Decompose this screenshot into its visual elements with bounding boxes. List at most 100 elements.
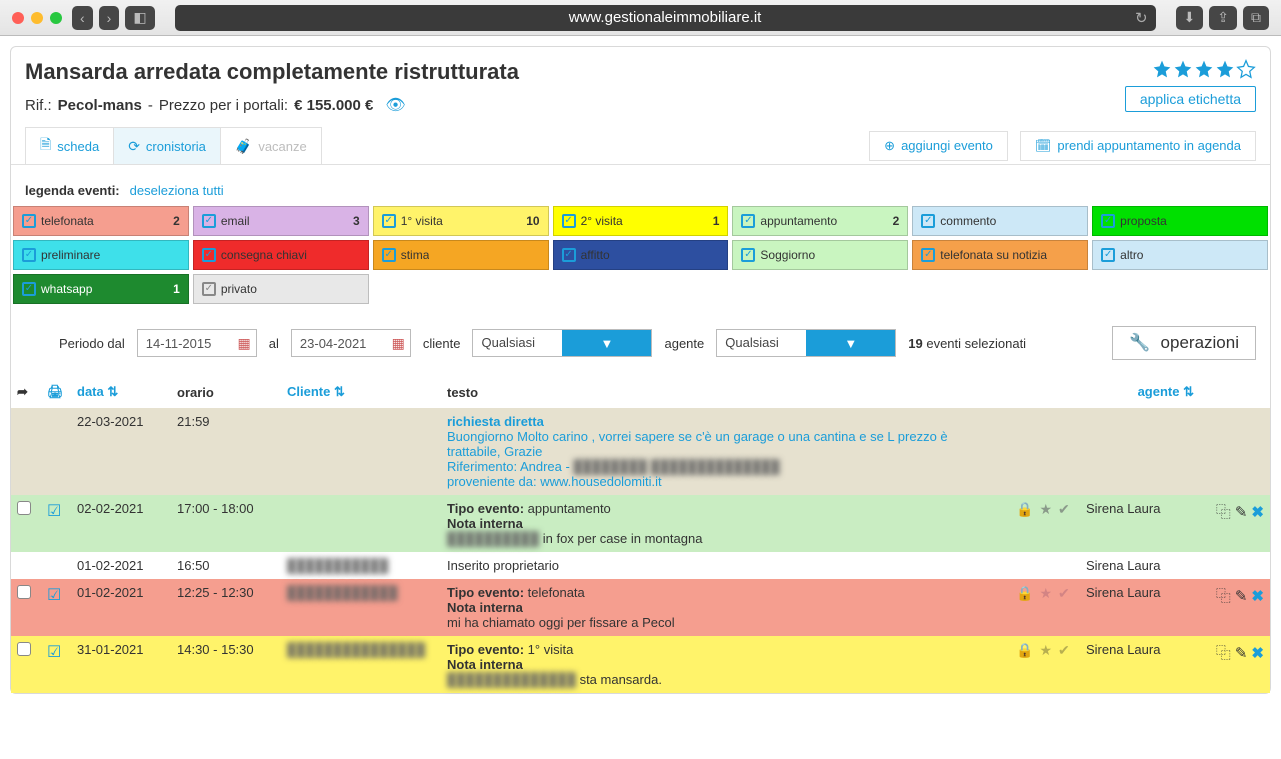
- nota-text: ██████████████ sta mansarda.: [447, 672, 1004, 687]
- chevron-down-icon: ▼: [806, 330, 895, 356]
- lock-icon[interactable]: 🔒: [1016, 585, 1033, 602]
- rating-stars[interactable]: [1152, 59, 1256, 79]
- legend-chip[interactable]: ✓commento: [912, 206, 1088, 236]
- delete-icon[interactable]: ✖: [1251, 503, 1264, 521]
- edit-icon[interactable]: ✎: [1235, 503, 1248, 521]
- lock-icon[interactable]: 🔒: [1016, 642, 1033, 659]
- check-icon[interactable]: ✔: [1058, 585, 1070, 602]
- tab-scheda[interactable]: 🗎scheda: [25, 127, 114, 164]
- star-icon[interactable]: ★: [1039, 585, 1052, 602]
- star-icon[interactable]: ★: [1039, 501, 1052, 518]
- lock-icon[interactable]: 🔒: [1016, 501, 1033, 518]
- legend-chip[interactable]: ✓whatsapp1: [13, 274, 189, 304]
- request-title[interactable]: richiesta diretta: [447, 414, 1004, 429]
- row-status-icons: 🔒 ★ ✔: [1016, 501, 1074, 518]
- legend-chip[interactable]: ✓preliminare: [13, 240, 189, 270]
- operations-button[interactable]: 🔧operazioni: [1112, 326, 1256, 360]
- chip-label: telefonata su notizia: [940, 248, 1047, 262]
- apply-label-button[interactable]: applica etichetta: [1125, 86, 1256, 112]
- minimize-window-icon[interactable]: [31, 12, 43, 24]
- calendar-icon: 🗓: [1035, 138, 1052, 154]
- zoom-window-icon[interactable]: [50, 12, 62, 24]
- browser-chrome: ‹ › ◧ www.gestionaleimmobiliare.it ↻ ⬇ ⇪…: [0, 0, 1281, 36]
- row-checkbox[interactable]: [17, 642, 31, 656]
- back-button[interactable]: ‹: [72, 6, 93, 30]
- legend-chip[interactable]: ✓2° visita1: [553, 206, 729, 236]
- checkbox-icon: ✓: [202, 282, 216, 296]
- legend-chip[interactable]: ✓appuntamento2: [732, 206, 908, 236]
- legend-chip[interactable]: ✓altro: [1092, 240, 1268, 270]
- row-select-icon[interactable]: ☑: [47, 503, 61, 520]
- calendar-icon[interactable]: ▦: [238, 335, 251, 352]
- downloads-button[interactable]: ⬇: [1176, 6, 1204, 30]
- cell-time: 21:59: [171, 408, 281, 495]
- col-orario: orario: [171, 376, 281, 408]
- delete-icon[interactable]: ✖: [1251, 644, 1264, 662]
- sidebar-button[interactable]: ◧: [125, 6, 154, 30]
- add-event-button[interactable]: ⊕aggiungi evento: [869, 131, 1008, 161]
- row-status-icons: 🔒 ★ ✔: [1016, 585, 1074, 602]
- check-icon[interactable]: ✔: [1058, 501, 1070, 518]
- legend-chip[interactable]: ✓email3: [193, 206, 369, 236]
- delete-icon[interactable]: ✖: [1251, 587, 1264, 605]
- client-select[interactable]: Qualsiasi▼: [472, 329, 652, 357]
- col-agente[interactable]: agente ⇅: [1080, 376, 1200, 408]
- sub-line: Rif.: Pecol-mans - Prezzo per i portali:…: [25, 95, 519, 115]
- copy-icon[interactable]: ⿻: [1216, 585, 1231, 606]
- copy-icon[interactable]: ⿻: [1216, 642, 1231, 663]
- col-testo: testo: [441, 376, 1010, 408]
- chip-label: affitto: [581, 248, 610, 262]
- legend-chip[interactable]: ✓privato: [193, 274, 369, 304]
- chip-label: commento: [940, 214, 996, 228]
- legend-chip[interactable]: ✓1° visita10: [373, 206, 549, 236]
- legend-chip[interactable]: ✓Soggiorno: [732, 240, 908, 270]
- request-line: Buongiorno Molto carino , vorrei sapere …: [447, 429, 1004, 459]
- edit-icon[interactable]: ✎: [1235, 587, 1248, 605]
- export-icon[interactable]: ➦: [17, 384, 28, 399]
- agent-select[interactable]: Qualsiasi▼: [716, 329, 896, 357]
- legend-chip[interactable]: ✓telefonata su notizia: [912, 240, 1088, 270]
- edit-icon[interactable]: ✎: [1235, 644, 1248, 662]
- legend-label: legenda eventi:: [25, 183, 120, 198]
- table-row: ☑31-01-202114:30 - 15:30███████████████T…: [11, 636, 1270, 693]
- legend-chip[interactable]: ✓affitto: [553, 240, 729, 270]
- legend-chip[interactable]: ✓stima: [373, 240, 549, 270]
- share-button[interactable]: ⇪: [1209, 6, 1237, 30]
- star-icon[interactable]: ★: [1039, 642, 1052, 659]
- checkbox-icon: ✓: [202, 214, 216, 228]
- sort-icon: ⇅: [1183, 384, 1194, 399]
- chevron-down-icon: ▼: [562, 330, 651, 356]
- chip-label: whatsapp: [41, 282, 92, 296]
- check-icon[interactable]: ✔: [1058, 642, 1070, 659]
- cell-client: ███████████████: [281, 636, 441, 693]
- row-select-icon[interactable]: ☑: [47, 587, 61, 604]
- copy-icon[interactable]: ⿻: [1216, 501, 1231, 522]
- legend-chip[interactable]: ✓proposta: [1092, 206, 1268, 236]
- url-bar[interactable]: www.gestionaleimmobiliare.it ↻: [175, 5, 1156, 31]
- row-checkbox[interactable]: [17, 501, 31, 515]
- tabs-button[interactable]: ⧉: [1243, 6, 1269, 30]
- print-icon[interactable]: 🖨: [47, 384, 64, 399]
- forward-button[interactable]: ›: [99, 6, 120, 30]
- col-cliente[interactable]: Cliente ⇅: [281, 376, 441, 408]
- table-row: ☑02-02-202117:00 - 18:00Tipo evento: app…: [11, 495, 1270, 552]
- chip-label: proposta: [1120, 214, 1167, 228]
- col-data[interactable]: data ⇅: [71, 376, 171, 408]
- legend-chip[interactable]: ✓consegna chiavi: [193, 240, 369, 270]
- row-checkbox[interactable]: [17, 585, 31, 599]
- reload-icon[interactable]: ↻: [1135, 9, 1148, 27]
- history-icon: ⟳: [128, 138, 140, 155]
- deselect-all-link[interactable]: deseleziona tutti: [130, 183, 224, 198]
- wrench-icon: 🔧: [1129, 333, 1150, 353]
- ref-label: Rif.:: [25, 97, 52, 114]
- visibility-icon[interactable]: 👁: [385, 95, 405, 115]
- row-select-icon[interactable]: ☑: [47, 644, 61, 661]
- ref-value: Pecol-mans: [58, 97, 142, 114]
- calendar-icon[interactable]: ▦: [392, 335, 405, 352]
- page-title: Mansarda arredata completamente ristrutt…: [25, 59, 519, 85]
- tab-cronistoria[interactable]: ⟳cronistoria: [113, 127, 221, 164]
- legend-chip[interactable]: ✓telefonata2: [13, 206, 189, 236]
- book-appointment-button[interactable]: 🗓prendi appuntamento in agenda: [1020, 131, 1256, 161]
- close-window-icon[interactable]: [12, 12, 24, 24]
- cell-date: 01-02-2021: [71, 579, 171, 636]
